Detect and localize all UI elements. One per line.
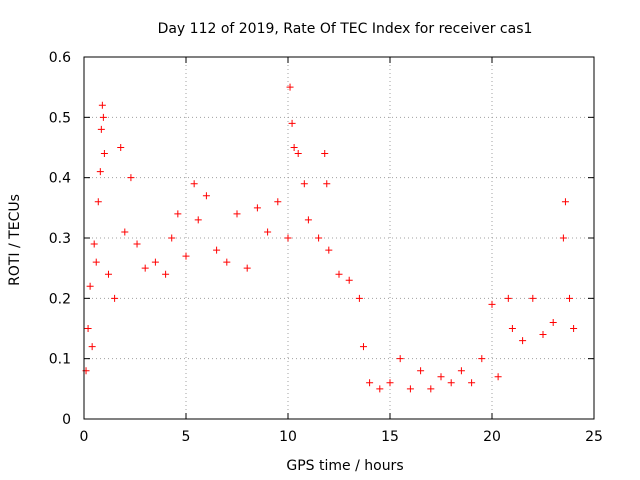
y-tick-label: 0.4 [49,171,71,187]
data-point [508,325,516,332]
data-point [92,258,100,266]
data-point [315,234,323,242]
data-point [359,343,367,351]
data-point [561,198,569,206]
data-point [300,180,308,188]
data-point [494,373,502,381]
data-point [104,270,112,278]
data-point [386,379,394,387]
data-point [121,228,129,236]
chart-title: Day 112 of 2019, Rate Of TEC Index for r… [158,21,533,37]
y-tick-label: 0.6 [49,50,71,66]
data-point [213,246,221,254]
y-tick-label: 0.3 [49,231,71,247]
x-tick-label: 25 [585,429,603,445]
data-point [529,294,537,302]
y-tick-label: 0 [62,412,71,428]
data-point [202,192,210,200]
x-tick-label: 20 [483,429,501,445]
data-point [86,282,94,290]
data-point [468,379,476,387]
grid-lines [84,57,594,419]
data-point [519,337,527,345]
y-tick-label: 0.1 [49,352,71,368]
y-axis-ticks: 0 0.1 0.2 0.3 0.4 0.5 0.6 [49,50,594,428]
data-point [539,331,547,339]
data-point [94,198,102,206]
data-point [264,228,272,236]
data-point [194,216,202,224]
data-point [174,210,182,218]
data-point [335,270,343,278]
data-point [99,113,107,121]
data-point [559,234,567,242]
y-axis-label: ROTI / TECUs [7,194,23,286]
data-point [345,276,353,284]
data-point [396,355,404,363]
x-axis-label: GPS time / hours [286,458,403,474]
data-point [286,83,294,91]
data-point [100,150,108,158]
data-point [190,180,198,188]
data-point [447,379,455,387]
data-point [117,144,125,151]
y-tick-label: 0.2 [49,291,71,307]
data-point [488,300,496,308]
data-point [437,373,445,381]
data-point [325,246,333,254]
data-point [321,150,329,158]
data-point [162,270,170,278]
data-point [97,125,105,133]
data-point [406,385,414,393]
data-point [253,204,261,212]
data-point [284,234,292,242]
data-point [96,168,104,176]
data-point [274,198,282,206]
data-point [504,294,512,302]
data-point [133,240,141,248]
data-point [566,294,574,302]
data-point [570,325,578,332]
data-point [90,240,98,248]
data-point [223,258,231,266]
data-point [98,101,106,109]
data-point [233,210,241,218]
data-point [290,144,298,151]
data-point [168,234,176,242]
data-point [111,294,119,302]
data-point [141,264,149,272]
data-point [457,367,465,375]
x-tick-label: 5 [182,429,191,445]
data-point [355,294,363,302]
data-point [288,119,296,127]
data-point [127,174,135,182]
data-point [323,180,331,188]
data-point [304,216,312,224]
data-point [88,343,96,351]
x-tick-label: 0 [80,429,89,445]
data-point [182,252,190,260]
data-point [427,385,435,393]
data-point [478,355,486,363]
data-point [243,264,251,272]
x-tick-label: 15 [381,429,399,445]
data-point [151,258,159,266]
x-axis-ticks: 0 5 10 15 20 25 [80,57,603,445]
data-point [294,150,302,158]
data-point [366,379,374,387]
data-point [417,367,425,375]
data-point [376,385,384,393]
data-point [84,325,92,332]
data-points [82,83,578,393]
y-tick-label: 0.5 [49,110,71,126]
data-point [549,318,557,326]
x-tick-label: 10 [279,429,297,445]
